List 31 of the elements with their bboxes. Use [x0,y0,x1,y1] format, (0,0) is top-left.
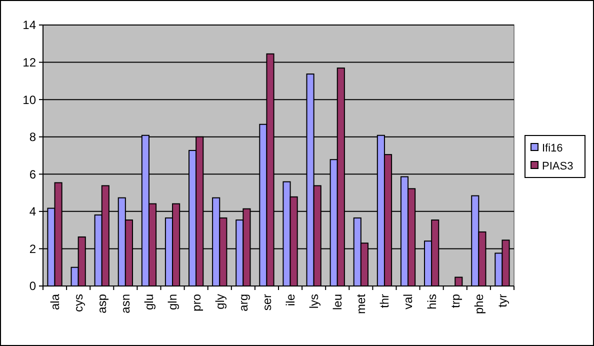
x-tick-label: lys [307,294,322,309]
y-tick-label: 0 [29,279,36,294]
y-tick-label: 8 [29,130,36,144]
x-tick-label: ser [260,294,274,311]
x-tick-label: met [354,293,368,314]
x-tick-label: gly [212,294,227,310]
x-tick-label: thr [378,294,392,308]
y-tick-label: 14 [22,18,36,32]
x-tick-label: pro [189,294,204,312]
x-tick-label: gln [166,294,180,310]
legend-label: PIAS3 [542,160,574,172]
x-tick-label: his [424,294,439,310]
y-tick-label: 4 [29,204,36,219]
x-tick-label: arg [236,294,250,312]
x-tick-label: val [401,294,416,310]
x-tick-label: phe [472,294,486,314]
x-tick-label: tyr [495,294,510,308]
x-tick-label: ala [48,294,62,310]
legend-label: Ifi16 [542,142,563,154]
x-tick-label: leu [330,294,345,310]
x-tick-label: ile [283,294,298,306]
x-tick-label: glu [142,294,156,310]
x-tick-label: asp [95,294,110,314]
bar [454,276,463,286]
y-tick-label: 12 [22,55,36,70]
x-tick-label: asn [118,294,133,314]
y-tick-label: 6 [29,167,36,182]
y-tick-label: 10 [22,92,36,107]
y-tick-label: 2 [29,242,36,256]
x-tick-label: trp [448,294,462,308]
x-tick-label: cys [72,294,86,312]
